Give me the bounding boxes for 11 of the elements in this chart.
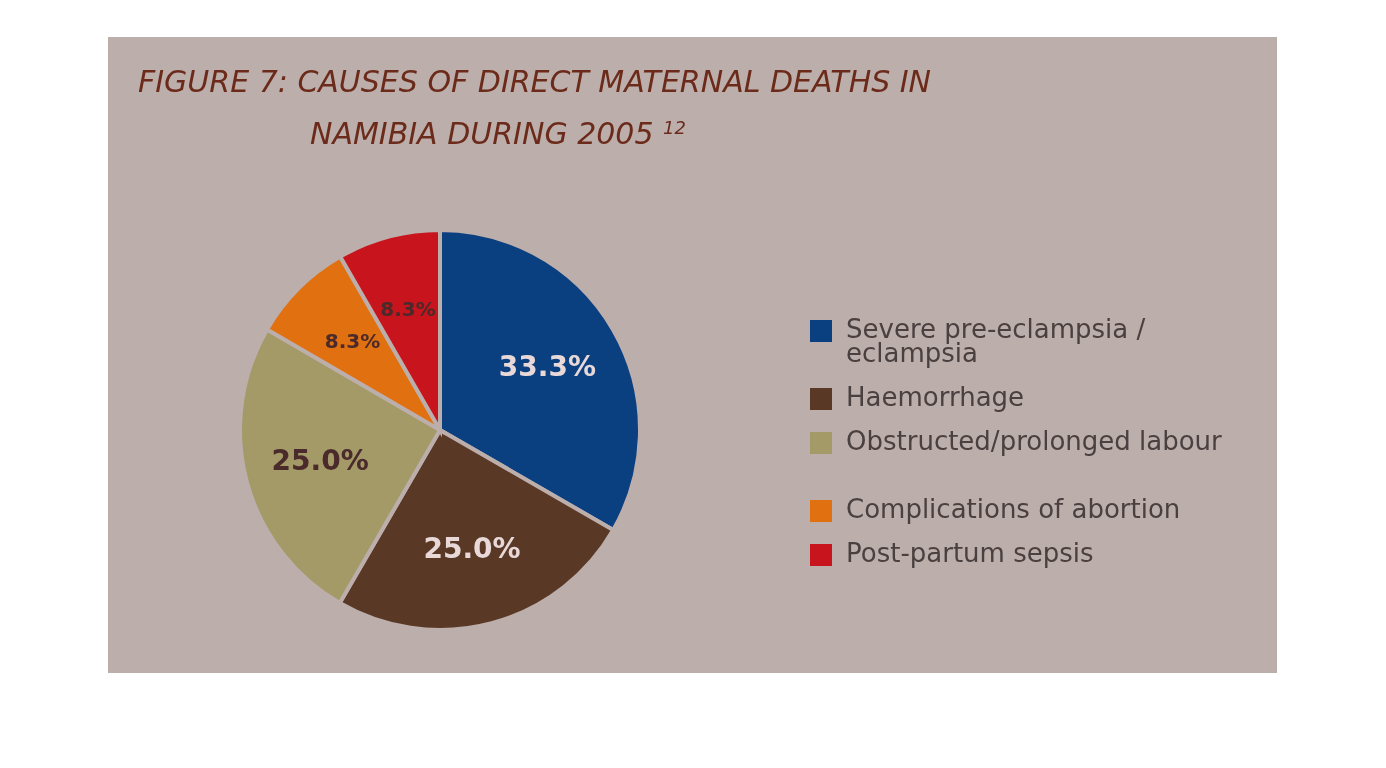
data-label: 33.3% (498, 350, 596, 383)
legend-label: Obstructed/prolonged labour (846, 426, 1223, 456)
chart-title: FIGURE 7: CAUSES OF DIRECT MATERNAL DEATHS IN NAMIBIA DURING 2005 $^{12}$ (138, 64, 932, 151)
legend-label: Haemorrhage (846, 382, 1025, 412)
legend-label: Complications of abortion (846, 494, 1181, 524)
legend-label: Severe pre-eclampsia / eclampsia (846, 314, 1146, 368)
data-label: 8.3% (380, 296, 436, 321)
data-label: 8.3% (324, 328, 381, 353)
data-label: 25.0% (423, 531, 521, 565)
legend-label: Post-partum sepsis (846, 538, 1094, 568)
data-label: 25.0% (271, 443, 369, 477)
